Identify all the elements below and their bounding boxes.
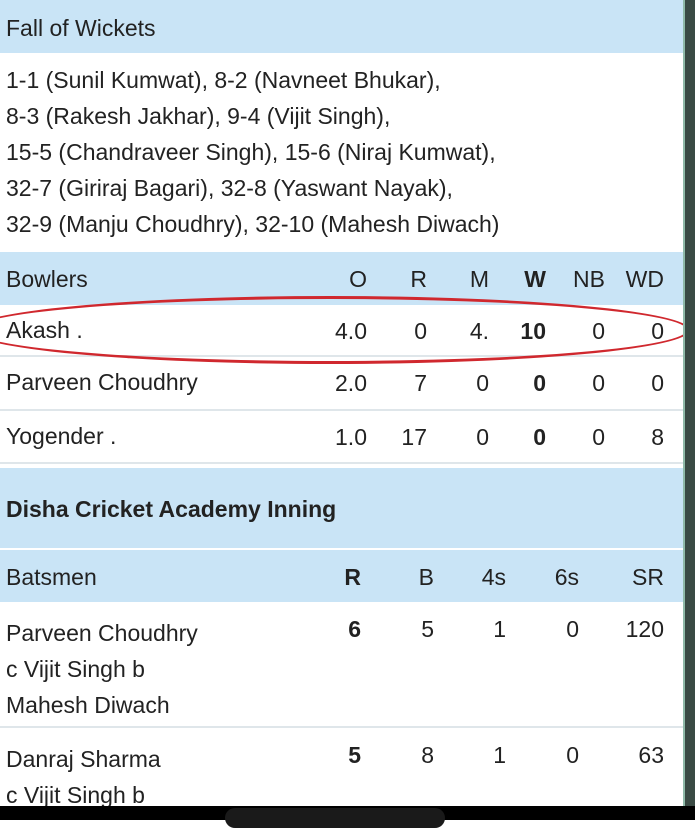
batsman-info: Parveen Choudhry c Vijit Singh b Mahesh Di… bbox=[6, 615, 198, 723]
fall-of-wickets-header: Fall of Wickets bbox=[0, 0, 683, 53]
bowler-stat: 0 bbox=[651, 318, 664, 344]
bowler-stat: 0 bbox=[414, 318, 427, 344]
header-col: SR bbox=[632, 564, 664, 590]
bowler-stat: 0 bbox=[592, 318, 605, 344]
fow-line: 32-7 (Giriraj Bagari), 32-8 (Yaswant Nay… bbox=[6, 175, 453, 201]
bowler-stat: 1.0 bbox=[335, 424, 367, 450]
header-col: R bbox=[410, 266, 427, 292]
header-batsmen: Batsmen bbox=[6, 564, 97, 590]
batsman-stat: 0 bbox=[566, 742, 579, 768]
header-col: B bbox=[418, 564, 434, 590]
dismissal-text: c Vijit Singh b bbox=[6, 656, 145, 682]
fall-of-wickets-list: 1-1 (Sunil Kumwat), 8-2 (Navneet Bhukar)… bbox=[6, 62, 499, 242]
bowler-stat: 0 bbox=[651, 370, 664, 396]
bowler-stat: 0 bbox=[592, 424, 605, 450]
bowler-stat: 4.0 bbox=[335, 318, 367, 344]
batsmen-header: Batsmen R B 4s 6s SR bbox=[0, 550, 683, 602]
system-nav-bar bbox=[0, 806, 695, 828]
header-col: 6s bbox=[554, 564, 579, 590]
bowlers-header: Bowlers O R M W NB WD bbox=[0, 252, 683, 305]
batsman-stat: 6 bbox=[348, 616, 361, 642]
bowler-stat: 10 bbox=[520, 318, 546, 344]
bowler-name: Parveen Choudhry bbox=[6, 369, 198, 395]
dismissal-text: Mahesh Diwach bbox=[6, 692, 170, 718]
batsman-info: Danraj Sharma c Vijit Singh b bbox=[6, 741, 161, 813]
batsman-stat: 63 bbox=[638, 742, 664, 768]
header-col: W bbox=[524, 266, 546, 292]
bowler-row: Yogender . 1.0 17 0 0 0 8 bbox=[0, 411, 683, 464]
bowler-stat: 0 bbox=[533, 370, 546, 396]
scorecard: Fall of Wickets 1-1 (Sunil Kumwat), 8-2 … bbox=[0, 0, 683, 808]
batsman-stat: 5 bbox=[421, 616, 434, 642]
fow-line: 15-5 (Chandraveer Singh), 15-6 (Niraj Ku… bbox=[6, 139, 496, 165]
header-col: 4s bbox=[481, 564, 506, 590]
bowler-name: Akash . bbox=[6, 317, 83, 343]
bowler-stat: 0 bbox=[592, 370, 605, 396]
bowler-stat: 7 bbox=[414, 370, 427, 396]
bowler-stat: 0 bbox=[476, 370, 489, 396]
batsman-stat: 5 bbox=[348, 742, 361, 768]
batsman-name: Danraj Sharma bbox=[6, 746, 161, 772]
fow-line: 1-1 (Sunil Kumwat), 8-2 (Navneet Bhukar)… bbox=[6, 67, 441, 93]
inning-title: Disha Cricket Academy Inning bbox=[0, 468, 683, 548]
bowler-stat: 8 bbox=[651, 424, 664, 450]
header-col: R bbox=[344, 564, 361, 590]
fow-line: 32-9 (Manju Choudhry), 32-10 (Mahesh Diw… bbox=[6, 211, 500, 237]
batsman-name: Parveen Choudhry bbox=[6, 620, 198, 646]
batsman-row: Parveen Choudhry c Vijit Singh b Mahesh Di… bbox=[0, 602, 683, 728]
bowler-stat: 0 bbox=[533, 424, 546, 450]
batsman-stat: 0 bbox=[566, 616, 579, 642]
fow-line: 8-3 (Rakesh Jakhar), 9-4 (Vijit Singh), bbox=[6, 103, 391, 129]
bowler-row: Akash . 4.0 0 4. 10 0 0 bbox=[0, 305, 683, 357]
dismissal-text: c Vijit Singh b bbox=[6, 782, 145, 808]
header-col: WD bbox=[625, 266, 664, 292]
batsman-stat: 8 bbox=[421, 742, 434, 768]
bowler-stat: 17 bbox=[401, 424, 427, 450]
header-col: O bbox=[349, 266, 367, 292]
header-col: M bbox=[469, 266, 489, 292]
nav-pill bbox=[225, 808, 445, 828]
bowler-stat: 0 bbox=[476, 424, 489, 450]
header-bowlers: Bowlers bbox=[6, 266, 88, 292]
bowler-row: Parveen Choudhry 2.0 7 0 0 0 0 bbox=[0, 357, 683, 411]
bowler-name: Yogender . bbox=[6, 423, 117, 449]
bowler-stat: 2.0 bbox=[335, 370, 367, 396]
scrollbar[interactable] bbox=[683, 0, 695, 806]
bowler-stat: 4. bbox=[469, 318, 489, 344]
batsman-stat: 1 bbox=[493, 742, 506, 768]
batsman-row: Danraj Sharma c Vijit Singh b 5 8 1 0 63 bbox=[0, 728, 683, 808]
batsman-stat: 120 bbox=[625, 616, 664, 642]
batsman-stat: 1 bbox=[493, 616, 506, 642]
header-col: NB bbox=[573, 266, 605, 292]
